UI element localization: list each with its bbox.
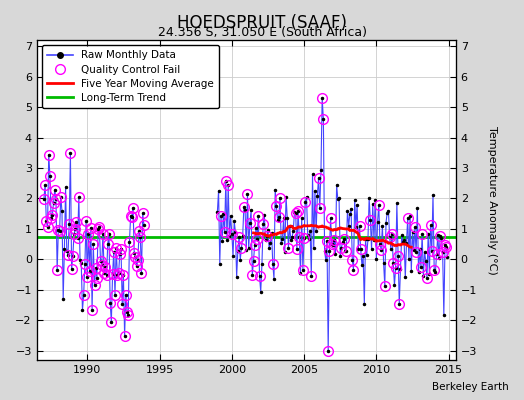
Y-axis label: Temperature Anomaly (°C): Temperature Anomaly (°C) — [487, 126, 497, 274]
Legend: Raw Monthly Data, Quality Control Fail, Five Year Moving Average, Long-Term Tren: Raw Monthly Data, Quality Control Fail, … — [42, 45, 220, 108]
Text: Berkeley Earth: Berkeley Earth — [432, 382, 508, 392]
Text: HOEDSPRUIT (SAAF): HOEDSPRUIT (SAAF) — [177, 14, 347, 32]
Text: 24.356 S, 31.050 E (South Africa): 24.356 S, 31.050 E (South Africa) — [158, 26, 366, 39]
